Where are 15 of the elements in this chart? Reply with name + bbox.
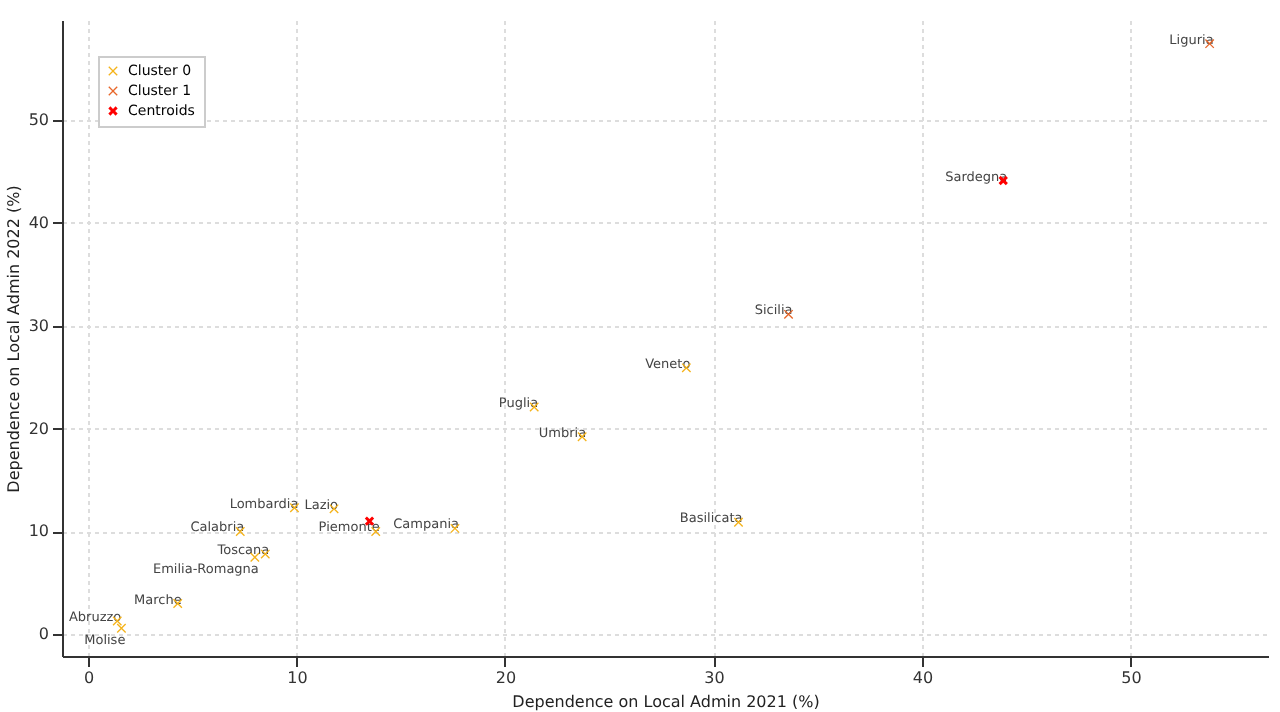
y-tick-label: 0 — [38, 625, 49, 644]
y-tick-label: 20 — [28, 419, 49, 438]
x-tick-label: 0 — [83, 669, 95, 687]
y-tick-label: 40 — [28, 213, 49, 232]
x-tick-label: 10 — [287, 669, 308, 687]
y-tick-label: 30 — [28, 316, 49, 335]
y-axis-title: Dependence on Local Admin 2022 (%) — [4, 185, 23, 493]
point — [116, 623, 127, 633]
x-tick-label: 20 — [495, 669, 517, 687]
y-tick-label: 10 — [28, 522, 49, 541]
x-tick-label: 50 — [1121, 669, 1142, 687]
x-tick-label: 40 — [912, 669, 934, 687]
x-axis-title: Dependence on Local Admin 2021 (%) — [512, 693, 820, 711]
x-tick-label: 30 — [704, 669, 725, 687]
y-tick-label: 50 — [28, 110, 49, 129]
